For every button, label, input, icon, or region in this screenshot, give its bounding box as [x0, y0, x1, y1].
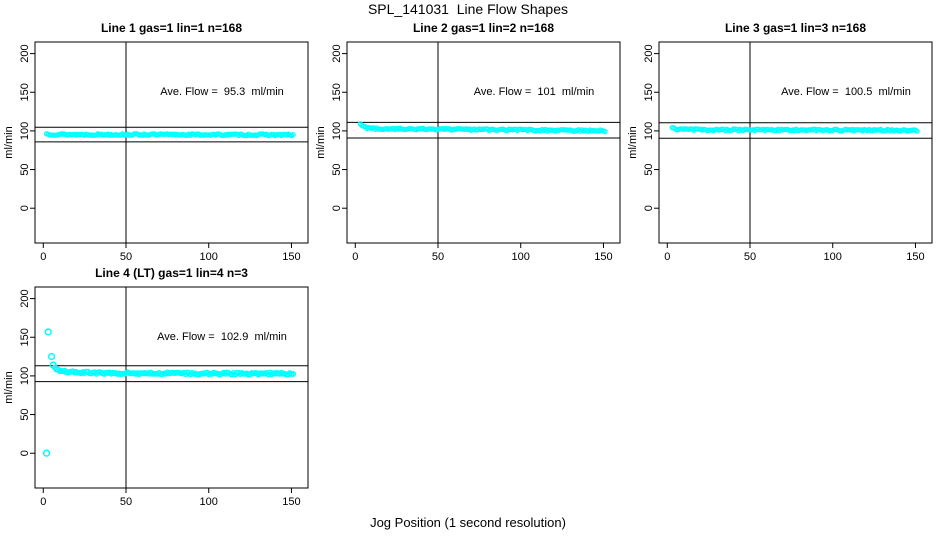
y-axis-ticks: 0 50 100 150 200: [331, 44, 347, 211]
data-points: [43, 131, 296, 139]
subplot-canvas-line-2: 0 50 100 150 0 50 100 150 200 ml/min: [315, 41, 621, 263]
subplot-title-line-4: Line 4 (LT) gas=1 lin=4 n=3: [95, 266, 248, 280]
y-axis-ticks: 0 50 100 150 200: [19, 44, 35, 211]
ave-flow-annotation-line-2: Ave. Flow = 101 ml/min: [473, 86, 595, 98]
flow-point: [602, 128, 608, 135]
x-tick-label: 0: [40, 496, 46, 508]
ave-flow-annotation-line-4: Ave. Flow = 102.9 ml/min: [157, 331, 287, 343]
y-tick-label: 50: [19, 163, 31, 175]
ave-flow-annotation-line-1: Ave. Flow = 95.3 ml/min: [160, 86, 284, 98]
x-tick-label: 0: [40, 251, 46, 263]
subplot-canvas-line-3: 0 50 100 150 0 50 100 150 200 ml/min: [627, 41, 933, 263]
y-axis-title: ml/min: [627, 126, 639, 158]
y-tick-label: 100: [19, 122, 31, 140]
x-tick-label: 100: [200, 496, 218, 508]
flow-point: [290, 131, 296, 138]
subplot-title-line-2: Line 2 gas=1 lin=2 n=168: [412, 21, 555, 35]
data-points: [357, 121, 608, 135]
y-tick-label: 0: [19, 450, 31, 456]
x-axis-label: Jog Position (1 second resolution): [370, 515, 566, 530]
x-tick-label: 100: [824, 251, 842, 263]
x-tick-label: 150: [282, 496, 300, 508]
y-tick-label: 150: [19, 83, 31, 101]
x-tick-label: 150: [594, 251, 612, 263]
y-tick-label: 50: [331, 163, 343, 175]
y-tick-label: 200: [19, 44, 31, 62]
figure-title: SPL_141031 Line Flow Shapes: [367, 1, 569, 17]
x-axis-ticks: 0 50 100 150: [40, 243, 301, 263]
x-tick-label: 100: [200, 251, 218, 263]
x-tick-label: 100: [512, 251, 530, 263]
x-tick-label: 50: [744, 251, 756, 263]
x-tick-label: 150: [282, 251, 300, 263]
subplot-title-line-3: Line 3 gas=1 lin=3 n=168: [724, 21, 867, 35]
y-tick-label: 0: [19, 205, 31, 211]
y-tick-label: 100: [331, 122, 343, 140]
outlier-points: [42, 328, 57, 457]
x-axis-ticks: 0 50 100 150: [40, 488, 301, 508]
y-axis-ticks: 0 50 100 150 200: [643, 44, 659, 211]
y-tick-label: 50: [643, 163, 655, 175]
subplot-line-2: 0 50 100 150 0 50 100 150 200 ml/min Line 2 gas=1…: [312, 20, 624, 265]
y-tick-label: 100: [19, 367, 31, 385]
outlier-flow-point: [42, 449, 51, 457]
y-tick-label: 150: [331, 83, 343, 101]
x-tick-label: 0: [664, 251, 670, 263]
y-tick-label: 150: [19, 328, 31, 346]
y-tick-label: 200: [331, 44, 343, 62]
plot-box: [346, 41, 621, 244]
y-axis-title: ml/min: [3, 371, 15, 403]
flow-point: [290, 371, 297, 377]
y-tick-label: 150: [643, 83, 655, 101]
outlier-flow-point: [49, 361, 57, 369]
subplot-line-3: 0 50 100 150 0 50 100 150 200 ml/min Line 3 gas=1…: [624, 20, 936, 265]
y-tick-label: 100: [643, 122, 655, 140]
reference-lines: [659, 42, 932, 243]
data-points: [669, 124, 920, 134]
ave-flow-annotation-line-3: Ave. Flow = 100.5 ml/min: [781, 86, 911, 98]
y-axis-ticks: 0 50 100 150 200: [19, 289, 35, 456]
subplot-title-line-1: Line 1 gas=1 lin=1 n=168: [100, 21, 243, 35]
plot-box: [658, 41, 933, 244]
subplot-canvas-line-1: 0 50 100 150 0 50 100 150 200 ml/min: [3, 41, 309, 263]
outlier-flow-point: [47, 352, 56, 361]
x-axis-ticks: 0 50 100 150: [664, 243, 925, 263]
data-points: [51, 364, 297, 378]
y-tick-label: 0: [643, 205, 655, 211]
x-axis-ticks: 0 50 100 150: [352, 243, 613, 263]
y-axis-title: ml/min: [315, 126, 327, 158]
flow-point: [914, 128, 920, 134]
reference-lines: [35, 287, 308, 488]
subplot-line-4: 0 50 100 150 0 50 100 150 200 ml/min Line 4 (LT) …: [0, 265, 312, 510]
y-tick-label: 200: [19, 289, 31, 307]
y-axis-title: ml/min: [3, 126, 15, 158]
y-tick-label: 0: [331, 205, 343, 211]
x-tick-label: 0: [352, 251, 358, 263]
outlier-flow-point: [44, 328, 52, 336]
subplot-line-1: 0 50 100 150 0 50 100 150 200 ml/min Line 1 gas=1…: [0, 20, 312, 265]
x-tick-label: 50: [432, 251, 444, 263]
reference-lines: [347, 42, 620, 243]
x-tick-label: 150: [906, 251, 924, 263]
reference-lines: [35, 42, 308, 243]
subplot-canvas-line-4: 0 50 100 150 0 50 100 150 200 ml/min: [3, 286, 309, 508]
x-tick-label: 50: [120, 496, 132, 508]
x-tick-label: 50: [120, 251, 132, 263]
plot-box: [34, 41, 309, 244]
y-tick-label: 200: [643, 44, 655, 62]
plot-box: [34, 286, 309, 489]
y-tick-label: 50: [19, 408, 31, 420]
